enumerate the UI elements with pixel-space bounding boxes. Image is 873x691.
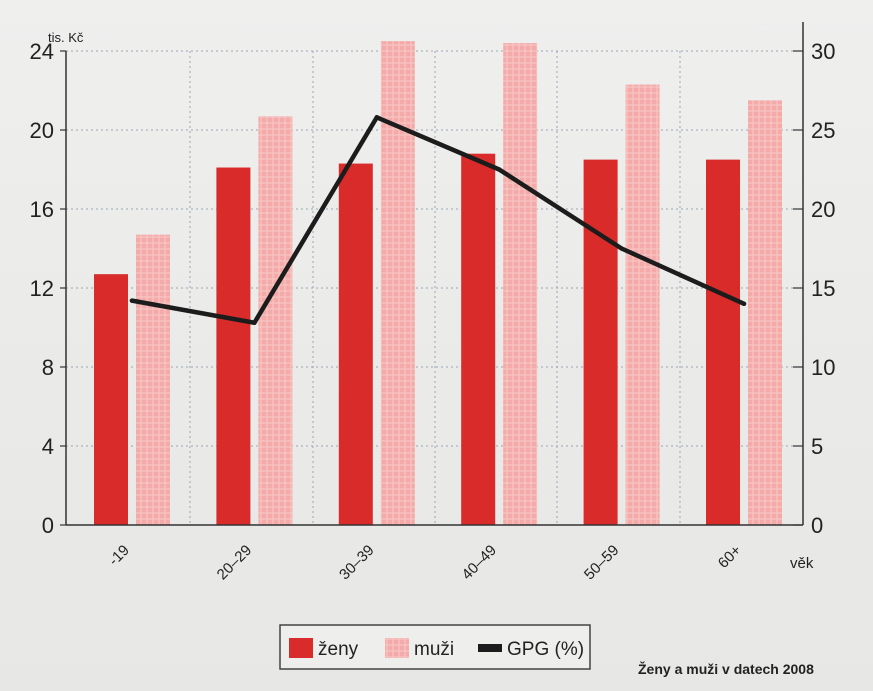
bar-muzi (625, 84, 660, 525)
y-right-tick-label: 15 (811, 276, 835, 301)
y-right-tick-label: 5 (811, 434, 823, 459)
bar-muzi (380, 41, 415, 525)
bar-muzi (748, 100, 782, 525)
bar-zeny (706, 159, 740, 525)
legend-swatch-gpg (478, 644, 502, 652)
y-left-tick-label: 4 (42, 434, 54, 459)
y-left-tick-label: 8 (42, 355, 54, 380)
y-left-tick-label: 12 (30, 276, 54, 301)
y-left-tick-label: 16 (30, 197, 54, 222)
gpg-point (129, 298, 135, 303)
bar-zeny (94, 274, 128, 525)
gpg-point (619, 246, 624, 251)
x-tick-label: -19 (105, 542, 132, 569)
bar-muzi (136, 234, 170, 526)
bar-zeny (583, 159, 618, 525)
gpg-point (374, 115, 379, 120)
y-axis-unit-label: tis. Kč (48, 30, 84, 45)
legend-label-gpg: GPG (%) (507, 639, 584, 660)
gpg-point (252, 320, 257, 325)
gpg-line-layer (129, 115, 747, 326)
y-right-tick-label: 30 (811, 39, 835, 64)
bars-layer (94, 41, 782, 526)
bar-zeny (338, 163, 373, 525)
y-left-tick-label: 0 (42, 513, 54, 538)
bar-zeny (461, 153, 496, 525)
x-tick-label: 50–59 (581, 542, 623, 584)
legend-swatch-zeny (289, 638, 313, 658)
y-right-tick-label: 0 (811, 513, 823, 538)
axes-layer (60, 22, 804, 526)
gpg-point (497, 167, 502, 172)
source-caption: Ženy a muži v datech 2008 (638, 660, 814, 677)
x-tick-label: 40–49 (459, 542, 501, 584)
gpg-line (129, 115, 747, 326)
x-tick-label: 60+ (715, 542, 745, 572)
legend-swatch-muzi (385, 638, 409, 658)
x-tick-label: 30–39 (336, 542, 378, 584)
gpg-point (741, 301, 747, 306)
y-left-tick-label: 24 (30, 39, 54, 64)
legend-box (279, 624, 591, 670)
bar-muzi (503, 43, 538, 525)
legend-label-muzi: muži (414, 639, 454, 660)
x-axis-title: věk (790, 555, 814, 572)
y-left-tick-label: 20 (30, 118, 54, 143)
y-right-tick-label: 10 (811, 355, 835, 380)
bar-muzi (258, 116, 293, 526)
legend: ženy muži GPG (%) (279, 624, 591, 670)
bar-zeny (216, 167, 251, 525)
y-right-tick-label: 25 (811, 118, 835, 143)
x-tick-label: 20–29 (214, 542, 256, 584)
legend-label-zeny: ženy (318, 639, 359, 660)
grid-layer (66, 50, 803, 525)
y-right-tick-label: 20 (811, 197, 835, 222)
